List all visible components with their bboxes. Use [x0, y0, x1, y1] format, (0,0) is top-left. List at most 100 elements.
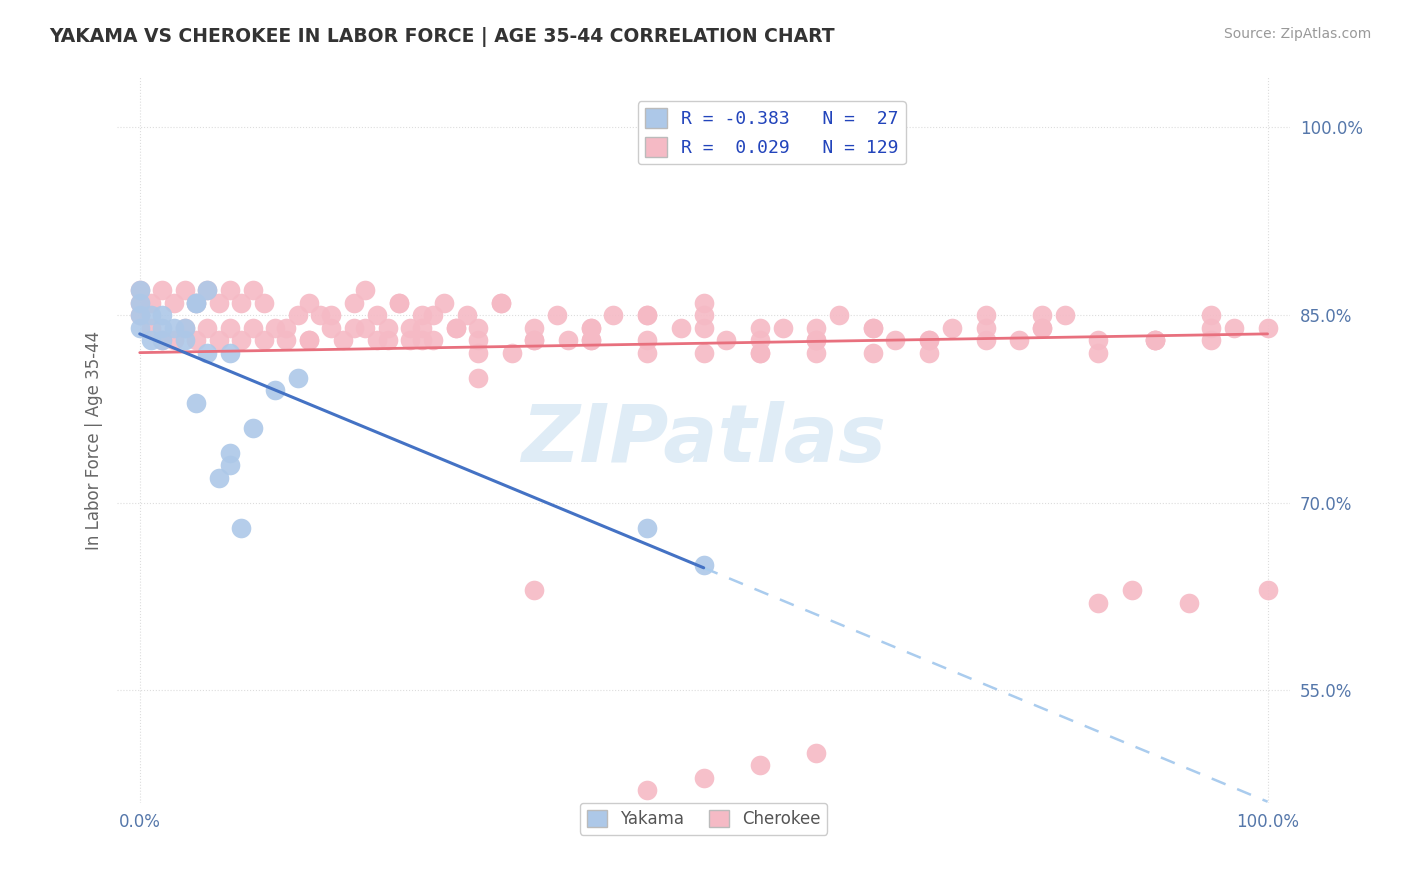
Point	[208, 333, 231, 347]
Point	[636, 521, 658, 535]
Point	[918, 333, 941, 347]
Point	[343, 320, 366, 334]
Point	[366, 308, 388, 322]
Point	[231, 521, 253, 535]
Point	[1087, 345, 1109, 359]
Point	[636, 308, 658, 322]
Point	[806, 746, 828, 760]
Text: YAKAMA VS CHEROKEE IN LABOR FORCE | AGE 35-44 CORRELATION CHART: YAKAMA VS CHEROKEE IN LABOR FORCE | AGE …	[49, 27, 835, 46]
Point	[173, 320, 195, 334]
Point	[298, 295, 321, 310]
Point	[309, 308, 332, 322]
Point	[692, 295, 714, 310]
Point	[523, 333, 546, 347]
Point	[128, 283, 150, 297]
Point	[321, 320, 343, 334]
Point	[862, 320, 884, 334]
Point	[1257, 320, 1279, 334]
Point	[716, 333, 738, 347]
Point	[1177, 596, 1199, 610]
Point	[208, 295, 231, 310]
Point	[884, 333, 907, 347]
Point	[208, 471, 231, 485]
Point	[692, 558, 714, 573]
Point	[546, 308, 568, 322]
Point	[806, 333, 828, 347]
Point	[343, 295, 366, 310]
Point	[139, 295, 162, 310]
Point	[557, 333, 579, 347]
Point	[287, 370, 309, 384]
Point	[139, 333, 162, 347]
Point	[444, 320, 467, 334]
Point	[1031, 320, 1053, 334]
Point	[287, 308, 309, 322]
Point	[669, 320, 692, 334]
Point	[489, 295, 512, 310]
Point	[242, 320, 264, 334]
Point	[579, 333, 602, 347]
Point	[489, 295, 512, 310]
Point	[422, 333, 444, 347]
Point	[219, 320, 242, 334]
Point	[173, 283, 195, 297]
Point	[197, 320, 219, 334]
Point	[806, 345, 828, 359]
Point	[579, 320, 602, 334]
Point	[219, 283, 242, 297]
Point	[1199, 320, 1222, 334]
Point	[388, 295, 411, 310]
Point	[467, 345, 489, 359]
Point	[749, 333, 772, 347]
Point	[1143, 333, 1166, 347]
Point	[501, 345, 523, 359]
Point	[636, 345, 658, 359]
Point	[162, 295, 184, 310]
Point	[422, 308, 444, 322]
Point	[1087, 596, 1109, 610]
Point	[150, 308, 173, 322]
Point	[253, 295, 276, 310]
Point	[173, 333, 195, 347]
Point	[162, 320, 184, 334]
Point	[974, 333, 997, 347]
Point	[186, 333, 208, 347]
Point	[692, 345, 714, 359]
Point	[150, 333, 173, 347]
Point	[467, 370, 489, 384]
Point	[197, 345, 219, 359]
Point	[242, 283, 264, 297]
Point	[162, 333, 184, 347]
Point	[974, 320, 997, 334]
Point	[1143, 333, 1166, 347]
Point	[276, 320, 298, 334]
Y-axis label: In Labor Force | Age 35-44: In Labor Force | Age 35-44	[86, 331, 103, 549]
Point	[128, 283, 150, 297]
Point	[253, 333, 276, 347]
Point	[523, 320, 546, 334]
Point	[636, 333, 658, 347]
Point	[749, 758, 772, 772]
Point	[197, 283, 219, 297]
Point	[298, 333, 321, 347]
Point	[173, 320, 195, 334]
Point	[433, 295, 456, 310]
Point	[862, 320, 884, 334]
Point	[219, 458, 242, 473]
Point	[692, 308, 714, 322]
Point	[377, 333, 399, 347]
Point	[332, 333, 354, 347]
Point	[264, 320, 287, 334]
Point	[219, 446, 242, 460]
Point	[186, 295, 208, 310]
Point	[411, 308, 433, 322]
Point	[231, 333, 253, 347]
Point	[128, 295, 150, 310]
Point	[1199, 308, 1222, 322]
Point	[321, 308, 343, 322]
Point	[1053, 308, 1076, 322]
Point	[186, 295, 208, 310]
Point	[219, 345, 242, 359]
Point	[692, 320, 714, 334]
Point	[579, 320, 602, 334]
